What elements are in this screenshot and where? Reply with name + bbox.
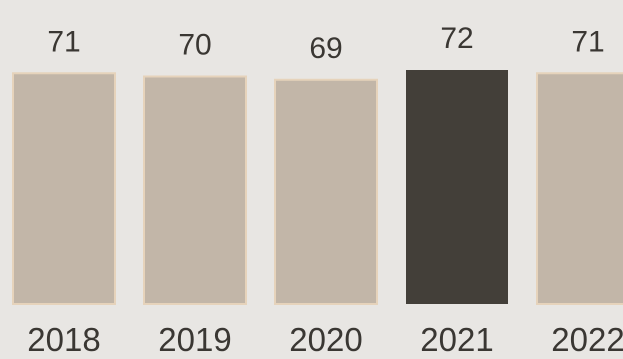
bars bbox=[12, 70, 623, 305]
bar-2018 bbox=[12, 72, 116, 305]
x-tick-label-2020: 2020 bbox=[289, 321, 362, 358]
x-tick-label-2022: 2022 bbox=[551, 321, 623, 358]
value-label-2021: 72 bbox=[440, 22, 473, 55]
x-tick-labels: 2018 2019 2020 2021 2022 bbox=[27, 321, 623, 358]
x-tick-label-2021: 2021 bbox=[420, 321, 493, 358]
bar-2021 bbox=[406, 70, 508, 304]
x-tick-label-2019: 2019 bbox=[158, 321, 231, 358]
value-label-2020: 69 bbox=[309, 32, 342, 65]
value-label-2018: 71 bbox=[47, 25, 80, 58]
bar-2019 bbox=[143, 75, 247, 305]
value-label-2022: 71 bbox=[571, 25, 604, 58]
value-labels: 71 70 69 72 71 bbox=[47, 22, 604, 65]
bar-2020 bbox=[274, 78, 378, 305]
value-label-2019: 70 bbox=[178, 29, 211, 62]
bar-2022 bbox=[536, 72, 623, 305]
x-tick-label-2018: 2018 bbox=[27, 321, 100, 358]
